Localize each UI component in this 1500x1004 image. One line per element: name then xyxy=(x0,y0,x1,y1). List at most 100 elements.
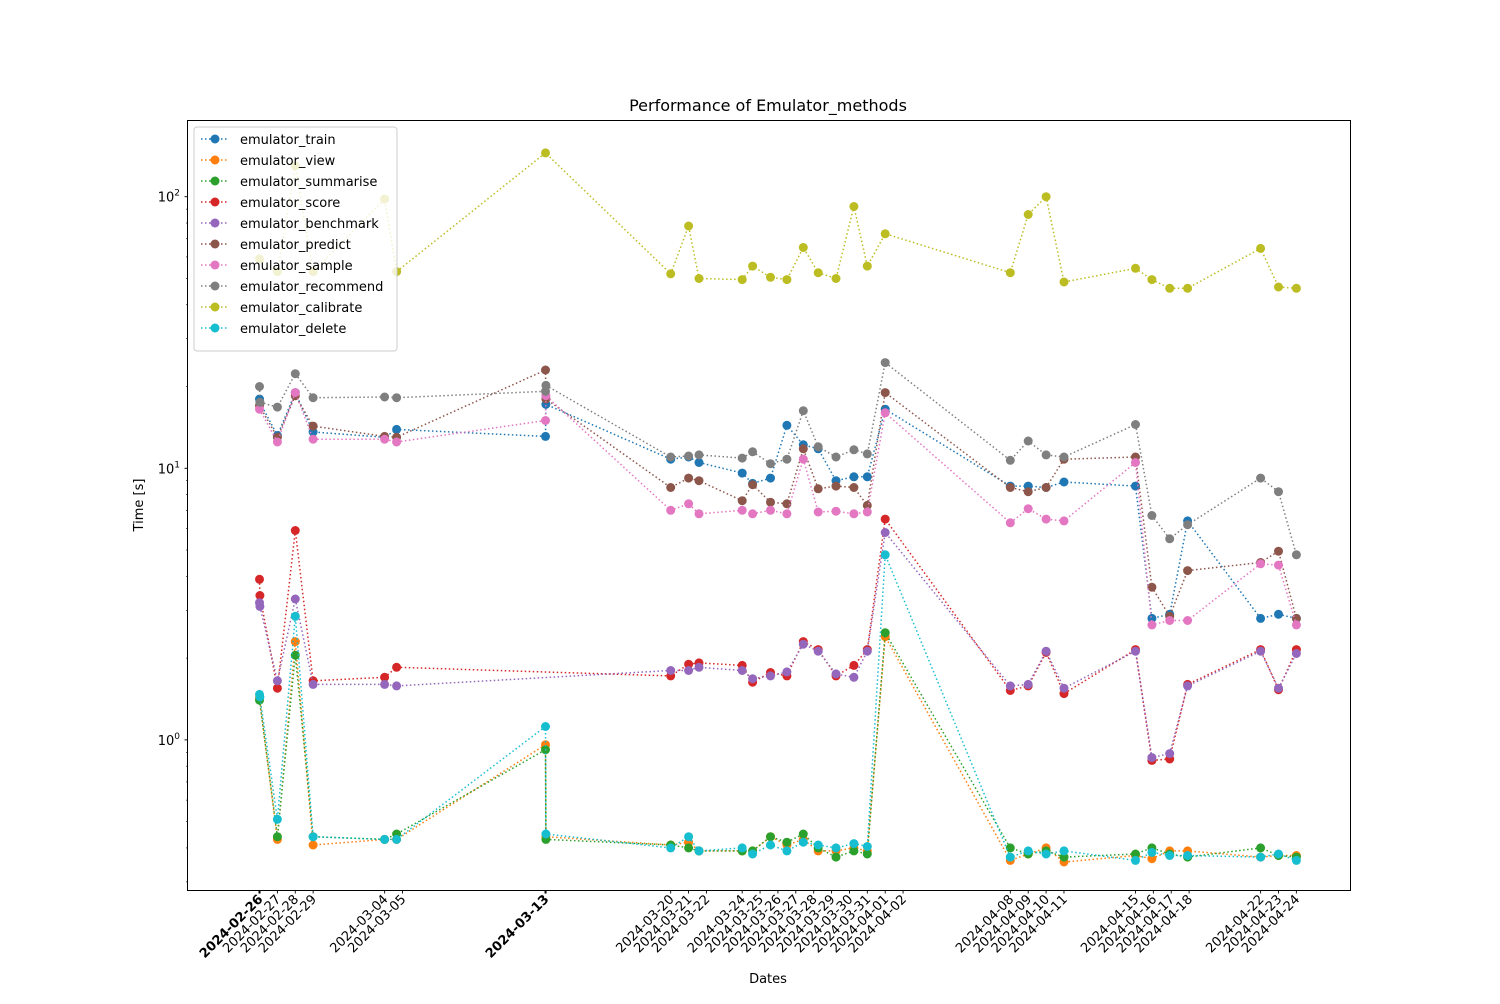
data-point-emulator_calibrate xyxy=(1041,192,1051,202)
data-point-emulator_train xyxy=(1256,613,1266,623)
data-point-emulator_delete xyxy=(1023,846,1033,856)
legend-label: emulator_benchmark xyxy=(240,217,379,232)
data-point-emulator_summarise xyxy=(1256,843,1266,853)
data-point-emulator_sample xyxy=(694,509,704,519)
data-point-emulator_predict xyxy=(1147,582,1157,592)
data-point-emulator_recommend xyxy=(1059,452,1069,462)
data-point-emulator_benchmark xyxy=(849,672,859,682)
data-point-emulator_sample xyxy=(798,454,808,464)
data-point-emulator_view xyxy=(1147,854,1157,864)
data-point-emulator_sample xyxy=(831,506,841,516)
data-point-emulator_delete xyxy=(1059,846,1069,856)
legend-entry-emulator_summarise: emulator_summarise xyxy=(201,175,377,190)
data-point-emulator_recommend xyxy=(831,452,841,462)
data-point-emulator_summarise xyxy=(862,849,872,859)
data-point-emulator_recommend xyxy=(666,452,676,462)
data-point-emulator_sample xyxy=(392,437,402,447)
legend-marker xyxy=(210,260,220,270)
legend-label: emulator_train xyxy=(240,133,336,148)
data-point-emulator_calibrate xyxy=(1256,243,1266,253)
data-point-emulator_sample xyxy=(766,505,775,515)
data-point-emulator_score xyxy=(255,591,265,600)
data-point-emulator_train xyxy=(1147,613,1157,623)
data-point-emulator_predict xyxy=(541,365,550,375)
data-point-emulator_benchmark xyxy=(1041,646,1051,656)
data-point-emulator_recommend xyxy=(255,382,264,391)
data-point-emulator_summarise xyxy=(1131,849,1140,859)
data-point-emulator_sample xyxy=(1183,616,1193,625)
data-point-emulator_sample xyxy=(1274,560,1283,570)
data-point-emulator_predict xyxy=(782,499,792,509)
data-point-emulator_calibrate xyxy=(1183,283,1193,293)
data-point-emulator_delete xyxy=(380,834,390,844)
data-point-emulator_summarise xyxy=(798,829,808,839)
data-point-emulator_delete xyxy=(1165,851,1175,860)
series-line-emulator_predict xyxy=(258,368,1298,619)
data-point-emulator_benchmark xyxy=(737,666,747,675)
data-point-emulator_score xyxy=(392,662,402,672)
legend-label: emulator_predict xyxy=(240,238,351,253)
data-point-emulator_recommend xyxy=(782,454,792,464)
data-point-emulator_benchmark xyxy=(798,639,808,649)
data-point-emulator_delete xyxy=(1274,849,1283,859)
data-point-emulator_calibrate xyxy=(813,268,823,278)
data-point-emulator_predict xyxy=(813,484,823,494)
data-point-emulator_delete xyxy=(862,842,872,851)
legend-marker xyxy=(210,218,220,228)
data-point-emulator_benchmark xyxy=(666,666,676,675)
data-point-emulator_benchmark xyxy=(1291,649,1301,658)
data-point-emulator_predict xyxy=(694,476,704,486)
data-point-emulator_sample xyxy=(1291,620,1301,630)
data-point-emulator_benchmark xyxy=(290,594,300,604)
data-point-emulator_train xyxy=(766,473,775,483)
data-point-emulator_train xyxy=(392,424,402,434)
data-point-emulator_benchmark xyxy=(1183,681,1193,691)
data-point-emulator_benchmark xyxy=(684,666,694,675)
legend: emulator_train emulator_view emulator_summ… xyxy=(193,126,398,352)
data-point-emulator_calibrate xyxy=(831,274,841,283)
data-point-emulator_score xyxy=(272,683,282,693)
data-point-emulator_benchmark xyxy=(748,674,758,684)
data-point-emulator_predict xyxy=(737,496,747,506)
data-point-emulator_delete xyxy=(308,832,318,842)
data-point-emulator_recommend xyxy=(1023,436,1033,446)
data-point-emulator_summarise xyxy=(1005,843,1015,853)
data-point-emulator_delete xyxy=(694,846,704,856)
data-point-emulator_predict xyxy=(1274,546,1283,556)
data-point-emulator_calibrate xyxy=(766,272,775,282)
data-point-emulator_sample xyxy=(290,388,300,398)
data-point-emulator_sample xyxy=(272,437,282,447)
data-point-emulator_sample xyxy=(1256,559,1266,569)
data-point-emulator_score xyxy=(880,514,890,524)
data-point-emulator_calibrate xyxy=(1147,275,1157,285)
data-point-emulator_recommend xyxy=(798,406,808,416)
data-point-emulator_delete xyxy=(849,839,859,849)
data-point-emulator_recommend xyxy=(1005,455,1015,465)
data-point-emulator_delete xyxy=(1256,852,1266,862)
data-point-emulator_delete xyxy=(1147,847,1157,857)
data-point-emulator_train xyxy=(1131,481,1140,491)
x-axis-label: Dates xyxy=(749,972,787,987)
legend-box xyxy=(193,126,398,352)
data-point-emulator_benchmark xyxy=(1023,679,1033,689)
legend-label: emulator_calibrate xyxy=(240,301,362,316)
data-point-emulator_calibrate xyxy=(1291,283,1301,293)
data-point-emulator_train xyxy=(1059,477,1069,487)
legend-label: emulator_view xyxy=(240,154,336,169)
data-point-emulator_delete xyxy=(813,840,823,850)
data-point-emulator_sample xyxy=(813,507,823,517)
data-point-emulator_calibrate xyxy=(798,243,808,252)
data-point-emulator_calibrate xyxy=(684,221,694,231)
legend-marker xyxy=(210,239,220,249)
data-point-emulator_calibrate xyxy=(880,229,890,239)
y-tick-label: 100 xyxy=(158,732,181,749)
data-point-emulator_sample xyxy=(862,507,872,517)
data-point-emulator_calibrate xyxy=(849,202,859,211)
data-point-emulator_train xyxy=(849,472,859,482)
data-point-emulator_delete xyxy=(1291,855,1301,865)
data-point-emulator_benchmark xyxy=(308,679,318,689)
data-point-emulator_summarise xyxy=(880,628,890,638)
data-point-emulator_score xyxy=(684,659,694,669)
data-point-emulator_sample xyxy=(737,505,747,515)
data-point-emulator_recommend xyxy=(380,392,390,402)
